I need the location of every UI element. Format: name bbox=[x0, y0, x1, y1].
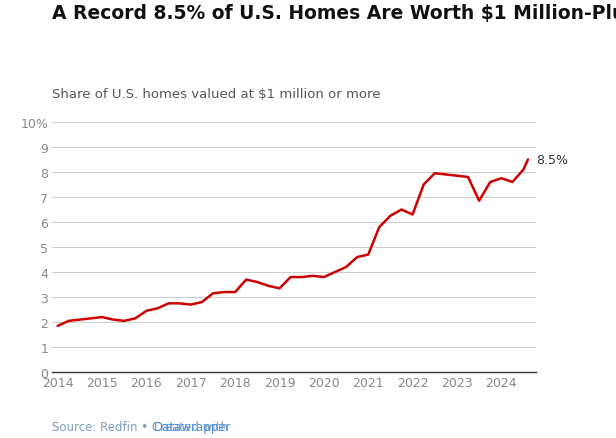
Text: 8.5%: 8.5% bbox=[537, 154, 569, 166]
Text: Source: Redfin • Created with: Source: Redfin • Created with bbox=[52, 420, 232, 433]
Text: Share of U.S. homes valued at $1 million or more: Share of U.S. homes valued at $1 million… bbox=[52, 88, 381, 101]
Text: Datawrapper: Datawrapper bbox=[154, 420, 232, 433]
Text: A Record 8.5% of U.S. Homes Are Worth $1 Million-Plus: A Record 8.5% of U.S. Homes Are Worth $1… bbox=[52, 4, 616, 23]
